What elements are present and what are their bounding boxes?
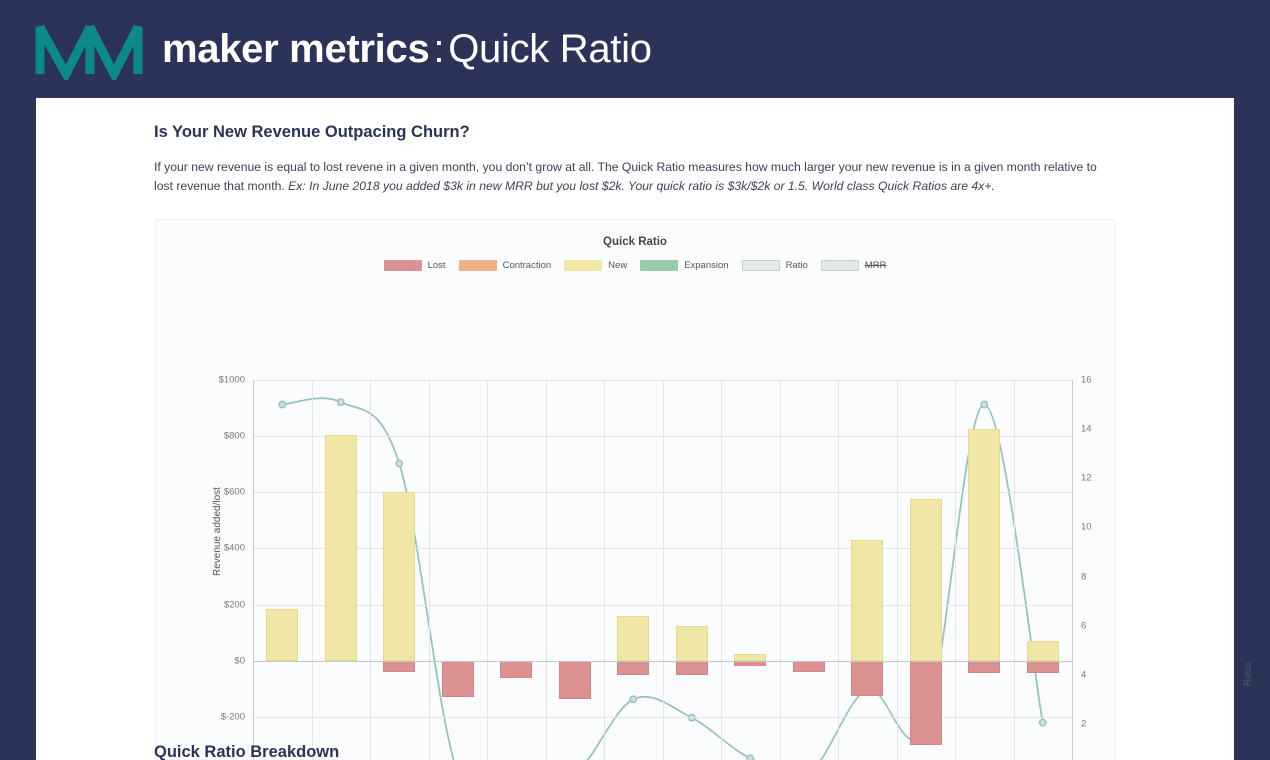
legend-item[interactable]: MRR [820,260,887,271]
bar-lost-revenue[interactable] [1026,660,1059,674]
legend-swatch-icon [820,260,859,271]
zero-baseline [253,660,1072,662]
y-axis-right-tick: 12 [1081,472,1092,484]
legend-swatch-icon [564,260,603,271]
legend-swatch-icon [640,260,679,271]
page-title: maker metrics: Quick Ratio [162,27,652,72]
y-axis-left-tick: $-200 [220,711,245,723]
y-axis-right-tick: 8 [1081,571,1087,582]
brand-name: maker metrics [162,26,430,71]
legend-item[interactable]: Contraction [458,260,552,271]
gridline-vertical [604,380,605,760]
ratio-data-point[interactable] [395,459,404,468]
y-axis-left-spine [253,380,254,760]
bar-new-revenue[interactable] [909,499,942,661]
chart-title: Quick Ratio [603,236,667,248]
section-heading: Is Your New Revenue Outpacing Churn? [154,123,470,141]
y-axis-left-tick: $1000 [218,374,245,386]
y-axis-right-title: Ratio [1243,662,1254,686]
bar-lost-revenue[interactable] [792,660,825,672]
ratio-data-point[interactable] [336,398,345,407]
content-card: Is Your New Revenue Outpacing Churn? If … [36,98,1254,760]
ratio-data-point[interactable] [1038,718,1047,727]
y-axis-left-tick: $800 [223,430,245,442]
bar-lost-revenue[interactable] [968,660,1001,674]
gridline-vertical [662,380,664,760]
section-description: If your new revenue is equal to lost rev… [154,158,1114,196]
bar-new-revenue[interactable] [968,429,1001,661]
gridline-vertical [1013,380,1015,760]
bar-new-revenue[interactable] [266,608,299,661]
gridline-vertical [838,380,839,760]
y-axis-right-tick: 16 [1081,374,1092,386]
bar-new-revenue[interactable] [1026,641,1059,661]
chart-plot-area: $1000$800$600$400$200$0$-200$-4001614121… [219,375,1092,760]
bar-new-revenue[interactable] [324,434,357,661]
y-axis-right-tick: 10 [1081,521,1092,533]
bar-new-revenue[interactable] [675,625,708,661]
gridline-vertical [779,380,781,760]
bar-lost-revenue[interactable] [909,660,942,745]
ratio-data-point[interactable] [629,695,638,704]
legend-label: Lost [427,260,446,271]
bar-new-revenue[interactable] [617,615,650,661]
breakdown-heading: Quick Ratio Breakdown [154,743,340,760]
gridline-vertical [487,380,488,760]
gridline-vertical [896,380,898,760]
description-plain: If your new revenue is equal to lost rev… [154,160,1097,193]
bar-lost-revenue[interactable] [851,660,884,696]
quick-ratio-chart-panel: Quick Ratio Lost Contraction New Expansion R… [155,219,1254,760]
bar-lost-revenue[interactable] [558,660,591,699]
gridline-vertical [721,380,722,760]
bar-lost-revenue[interactable] [675,660,708,675]
title-separator: : [433,26,445,71]
legend-label: New [608,260,628,271]
y-axis-right-tick: 6 [1081,620,1087,632]
ratio-data-point[interactable] [746,754,755,760]
legend-label: Contraction [502,260,552,271]
legend-swatch-icon [383,260,422,271]
legend-label: MRR [864,260,887,271]
gridline-vertical [955,380,956,760]
y-axis-left-title: Revenue added/lost [212,487,223,576]
legend-swatch-icon [458,260,497,271]
ratio-data-point[interactable] [980,400,989,409]
page-name: Quick Ratio [448,26,652,71]
legend-item[interactable]: Expansion [640,260,729,271]
bar-lost-revenue[interactable] [500,660,533,678]
gridline-vertical [370,380,371,760]
y-axis-right-spine [1072,380,1073,760]
bar-lost-revenue[interactable] [617,660,650,675]
legend-label: Ratio [785,260,808,271]
bar-lost-revenue[interactable] [383,660,416,672]
bar-new-revenue[interactable] [734,653,767,661]
bar-new-revenue[interactable] [383,492,416,661]
y-axis-right-tick: 4 [1081,669,1087,681]
y-axis-right-tick: 2 [1081,718,1087,730]
y-axis-left-tick: $600 [223,486,245,498]
y-axis-left-tick: $200 [223,599,245,611]
gridline-vertical [428,380,430,760]
y-axis-left-tick: $0 [234,655,245,667]
bar-lost-revenue[interactable] [441,660,474,697]
legend-label: Expansion [684,260,729,271]
gridline-vertical [545,380,547,760]
y-axis-right-tick: 14 [1081,423,1092,435]
y-axis-left-tick: $400 [223,542,245,554]
description-example: Ex: In June 2018 you added $3k in new MR… [288,178,995,193]
app-header: maker metrics: Quick Ratio [0,0,1270,98]
legend-swatch-icon [741,260,780,271]
chart-legend: Lost Contraction New Expansion Ratio MRR [156,260,1114,271]
maker-metrics-logo-icon [28,18,146,84]
ratio-data-point[interactable] [278,400,287,409]
bar-new-revenue[interactable] [851,540,884,661]
legend-item[interactable]: Ratio [741,260,808,271]
gridline-vertical [311,380,313,760]
legend-item[interactable]: New [564,260,627,271]
legend-item[interactable]: Lost [383,260,446,271]
